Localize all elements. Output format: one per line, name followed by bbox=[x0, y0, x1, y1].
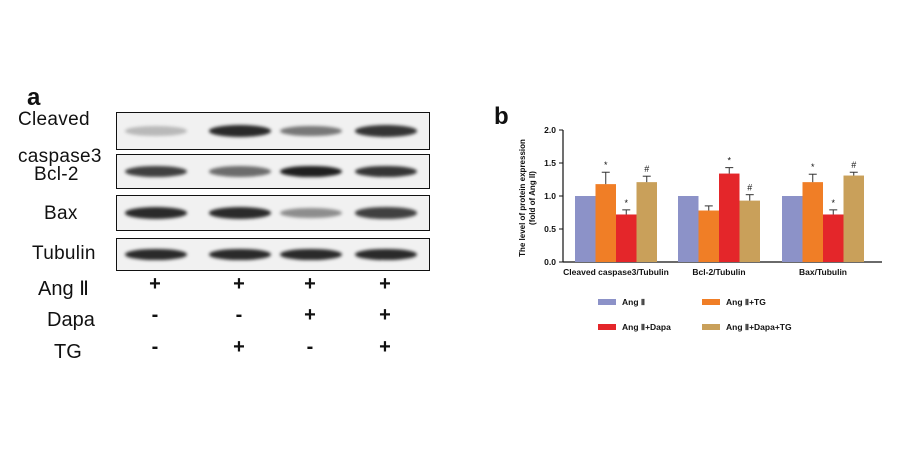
legend-label: Ang Ⅱ+TG bbox=[726, 297, 766, 307]
bar bbox=[698, 210, 719, 262]
y-tick-label: 1.5 bbox=[544, 158, 556, 168]
blot-band bbox=[280, 125, 342, 137]
legend-swatch bbox=[702, 299, 720, 305]
panel-b-letter: b bbox=[494, 103, 509, 130]
significance-mark: * bbox=[811, 162, 815, 172]
panel-a-letter: a bbox=[27, 84, 41, 111]
blot-band bbox=[280, 207, 342, 219]
legend-label: Ang Ⅱ+Dapa+TG bbox=[726, 322, 792, 332]
blot-cleaved-caspase3 bbox=[116, 112, 430, 150]
blot-band bbox=[125, 248, 187, 261]
blot-band bbox=[280, 248, 342, 261]
legend-swatch bbox=[598, 299, 616, 305]
bar bbox=[636, 182, 657, 262]
treatment-sign: - bbox=[151, 336, 159, 358]
blot-bcl2 bbox=[116, 154, 430, 189]
category-label: Cleaved caspase3/Tubulin bbox=[563, 267, 669, 277]
blot-band bbox=[125, 126, 187, 136]
legend-label: Ang Ⅱ+Dapa bbox=[622, 322, 671, 332]
significance-mark: * bbox=[831, 198, 835, 208]
y-axis-label: (fold of Ang II) bbox=[528, 171, 537, 225]
blot-label-tubulin: Tubulin bbox=[32, 243, 96, 264]
blot-bax bbox=[116, 195, 430, 231]
blot-band bbox=[209, 166, 271, 177]
treatment-sign: + bbox=[379, 336, 391, 358]
significance-mark: * bbox=[624, 198, 628, 208]
treatment-label-ang: Ang Ⅱ bbox=[38, 278, 89, 300]
treatment-sign: + bbox=[233, 273, 245, 295]
blot-tubulin bbox=[116, 238, 430, 271]
y-axis-label: The level of protein expression bbox=[518, 139, 527, 257]
category-label: Bax/Tubulin bbox=[799, 267, 847, 277]
treatment-sign: + bbox=[379, 273, 391, 295]
treatment-sign: + bbox=[149, 273, 161, 295]
treatment-sign: - bbox=[235, 304, 243, 326]
blot-label-caspase3: caspase3 bbox=[18, 146, 102, 167]
treatment-label-tg: TG bbox=[54, 341, 82, 363]
bar bbox=[678, 196, 699, 262]
significance-mark: * bbox=[604, 160, 608, 170]
treatment-sign: - bbox=[306, 336, 314, 358]
blot-label-bax: Bax bbox=[44, 203, 78, 224]
bar bbox=[595, 184, 616, 262]
significance-mark: # bbox=[851, 160, 856, 170]
bar bbox=[739, 200, 760, 262]
blot-label-cleaved: Cleaved bbox=[18, 109, 90, 130]
bar bbox=[802, 182, 823, 262]
y-tick-label: 0.5 bbox=[544, 224, 556, 234]
blot-band bbox=[125, 165, 187, 178]
category-label: Bcl-2/Tubulin bbox=[692, 267, 745, 277]
bar bbox=[719, 173, 740, 262]
treatment-sign: - bbox=[151, 304, 159, 326]
blot-band bbox=[209, 248, 271, 261]
legend-swatch bbox=[598, 324, 616, 330]
y-tick-label: 0.0 bbox=[544, 257, 556, 267]
blot-band bbox=[355, 248, 417, 261]
blot-band bbox=[355, 207, 417, 219]
legend-swatch bbox=[702, 324, 720, 330]
bar bbox=[575, 196, 596, 262]
bar bbox=[823, 214, 844, 262]
bar bbox=[782, 196, 803, 262]
legend-label: Ang Ⅱ bbox=[622, 297, 645, 307]
treatment-sign: + bbox=[233, 336, 245, 358]
blot-band bbox=[355, 165, 417, 178]
blot-band bbox=[280, 165, 342, 178]
treatment-sign: + bbox=[379, 304, 391, 326]
blot-band bbox=[209, 125, 271, 137]
treatment-sign: + bbox=[304, 304, 316, 326]
y-tick-label: 1.0 bbox=[544, 191, 556, 201]
treatment-label-dapa: Dapa bbox=[47, 309, 95, 331]
blot-band bbox=[209, 207, 271, 219]
blot-band bbox=[125, 207, 187, 219]
blot-label-bcl2: Bcl-2 bbox=[34, 164, 79, 185]
bar bbox=[843, 175, 864, 262]
significance-mark: # bbox=[644, 164, 649, 174]
significance-mark: * bbox=[727, 156, 731, 166]
y-tick-label: 2.0 bbox=[544, 125, 556, 135]
bar bbox=[616, 214, 637, 262]
treatment-sign: + bbox=[304, 273, 316, 295]
blot-band bbox=[355, 125, 417, 137]
significance-mark: # bbox=[747, 183, 752, 193]
